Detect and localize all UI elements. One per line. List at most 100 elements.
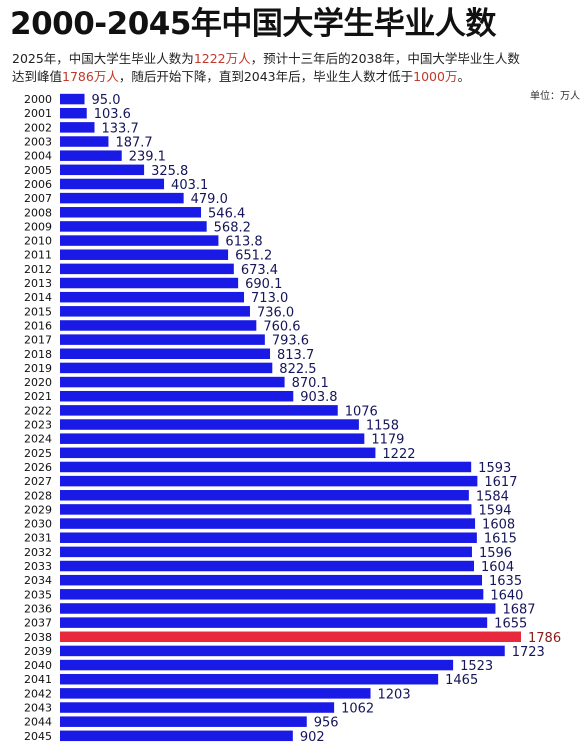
y-tick-label: 2028	[24, 489, 52, 502]
bar	[60, 447, 376, 459]
y-tick-label: 2001	[24, 107, 52, 120]
y-tick-label: 2007	[24, 192, 52, 205]
data-label: 1786	[528, 631, 561, 646]
y-tick-label: 2044	[24, 716, 52, 729]
subtitle-highlight: 1222万人	[193, 51, 251, 66]
data-label: 1076	[345, 404, 378, 419]
data-label: 956	[314, 716, 339, 731]
bar	[60, 93, 85, 105]
y-tick-label: 2006	[24, 178, 52, 191]
data-label: 1596	[479, 546, 512, 561]
y-tick-label: 2002	[24, 121, 52, 134]
bar	[60, 221, 207, 232]
data-label: 1594	[478, 503, 511, 518]
bar	[60, 150, 122, 161]
y-tick-label: 2025	[24, 447, 52, 460]
bar	[60, 263, 234, 275]
bar	[60, 504, 472, 515]
data-label: 813.7	[277, 348, 314, 363]
y-tick-label: 2043	[24, 702, 52, 715]
data-label: 1608	[482, 518, 515, 533]
bar	[60, 490, 469, 501]
data-label: 613.8	[225, 235, 262, 250]
bar	[60, 291, 245, 303]
y-tick-label: 2039	[24, 645, 52, 658]
bar	[60, 320, 257, 331]
chart-subtitle: 2025年，中国大学生毕业人数为1222万人，预计十三年后的2038年，中国大学…	[12, 50, 582, 86]
y-tick-label: 2008	[24, 206, 52, 219]
subtitle-line-1: 2025年，中国大学生毕业人数为1222万人，预计十三年后的2038年，中国大学…	[12, 50, 582, 68]
y-tick-label: 2045	[24, 730, 52, 743]
data-label: 1203	[378, 687, 411, 702]
data-label: 1465	[445, 673, 478, 688]
subtitle-text: ，预计十三年后的2038年，中国大学毕业生人数	[250, 51, 520, 66]
data-label: 1655	[494, 617, 527, 632]
y-tick-label: 2036	[24, 602, 52, 615]
y-tick-label: 2034	[24, 574, 52, 587]
bar	[60, 461, 472, 473]
bar	[60, 249, 229, 260]
data-label: 95.0	[92, 93, 121, 108]
bar	[60, 362, 273, 374]
y-tick-label: 2003	[24, 136, 52, 149]
y-tick-label: 2026	[24, 461, 52, 474]
y-tick-label: 2018	[24, 348, 52, 361]
y-tick-label: 2017	[24, 334, 52, 347]
data-label: 187.7	[115, 136, 152, 151]
bar	[60, 207, 202, 218]
bar	[60, 574, 483, 586]
data-label: 902	[300, 730, 325, 745]
data-label: 568.2	[214, 220, 251, 235]
data-label: 546.4	[208, 206, 245, 221]
data-label: 133.7	[102, 121, 139, 136]
data-label: 1062	[341, 702, 374, 717]
bar	[60, 376, 285, 388]
data-label: 479.0	[191, 192, 228, 207]
y-tick-label: 2030	[24, 518, 52, 531]
data-label: 1179	[371, 433, 404, 448]
y-tick-label: 2013	[24, 277, 52, 290]
data-label: 1584	[476, 489, 509, 504]
data-label: 1723	[512, 645, 545, 660]
data-label: 403.1	[171, 178, 208, 193]
y-tick-label: 2027	[24, 475, 52, 488]
y-tick-label: 2032	[24, 546, 52, 559]
y-tick-label: 2019	[24, 362, 52, 375]
subtitle-line-2: 达到峰值1786万人，随后开始下降，直到2043年后，毕业生人数才低于1000万…	[12, 68, 582, 86]
y-tick-label: 2009	[24, 220, 52, 233]
bar	[60, 702, 335, 713]
bar	[60, 645, 505, 657]
y-tick-label: 2041	[24, 673, 52, 686]
bar	[60, 560, 475, 572]
data-label: 1158	[366, 419, 399, 434]
bar	[60, 334, 265, 345]
y-tick-label: 2016	[24, 319, 52, 332]
data-label: 690.1	[245, 277, 282, 292]
y-tick-label: 2040	[24, 659, 52, 672]
bar	[60, 178, 165, 190]
data-label: 1635	[489, 574, 522, 589]
data-label: 1687	[502, 602, 535, 617]
data-label: 1617	[484, 475, 517, 490]
bar	[60, 306, 250, 317]
data-label: 822.5	[279, 362, 316, 377]
data-label: 1640	[490, 588, 523, 603]
bar	[60, 603, 496, 614]
y-tick-label: 2020	[24, 376, 52, 389]
bar	[60, 136, 109, 147]
bar	[60, 107, 87, 119]
y-tick-label: 2021	[24, 390, 52, 403]
data-label: 239.1	[129, 150, 166, 165]
data-label: 1523	[460, 659, 493, 674]
data-label: 736.0	[257, 305, 294, 320]
subtitle-text: 2025年，中国大学生毕业人数为	[12, 51, 194, 66]
data-label: 1593	[478, 461, 511, 476]
y-tick-label: 2024	[24, 433, 52, 446]
data-label: 1604	[481, 560, 514, 575]
data-label: 870.1	[292, 376, 329, 391]
bar	[60, 475, 478, 487]
y-tick-label: 2029	[24, 503, 52, 516]
data-label: 793.6	[272, 334, 309, 349]
bar	[60, 546, 472, 558]
